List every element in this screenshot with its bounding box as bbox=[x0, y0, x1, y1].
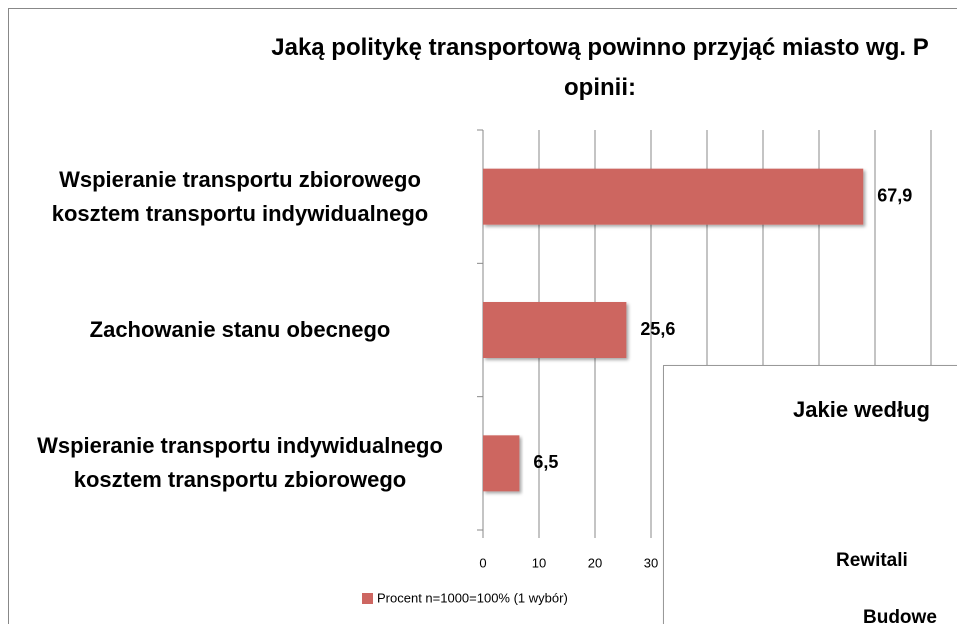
overlay-category-label: Rewitali bbox=[836, 550, 908, 571]
bar bbox=[483, 435, 520, 492]
value-label: 6,5 bbox=[533, 452, 558, 472]
category-label: Zachowanie stanu obecnego bbox=[89, 317, 391, 342]
x-tick-label: 30 bbox=[644, 555, 658, 570]
value-label: 25,6 bbox=[640, 319, 675, 339]
legend-swatch bbox=[362, 593, 373, 604]
x-tick-label: 20 bbox=[588, 555, 602, 570]
legend-label: Procent n=1000=100% (1 wybór) bbox=[377, 590, 568, 605]
overlay-panel bbox=[663, 365, 957, 624]
value-label: 67,9 bbox=[877, 185, 912, 205]
chart-title: Jaką politykę transportową powinno przyj… bbox=[271, 34, 929, 101]
category-label: Wspieranie transportu indywidualnego kos… bbox=[37, 433, 443, 493]
x-tick-label: 0 bbox=[479, 555, 486, 570]
overlay-category-label: Budowe bbox=[863, 607, 937, 624]
bar bbox=[483, 302, 627, 358]
x-tick-label: 10 bbox=[532, 555, 546, 570]
bar bbox=[483, 168, 864, 225]
category-label: Wspieranie transportu zbiorowego kosztem… bbox=[51, 166, 429, 226]
overlay-title: Jakie według bbox=[793, 397, 930, 422]
